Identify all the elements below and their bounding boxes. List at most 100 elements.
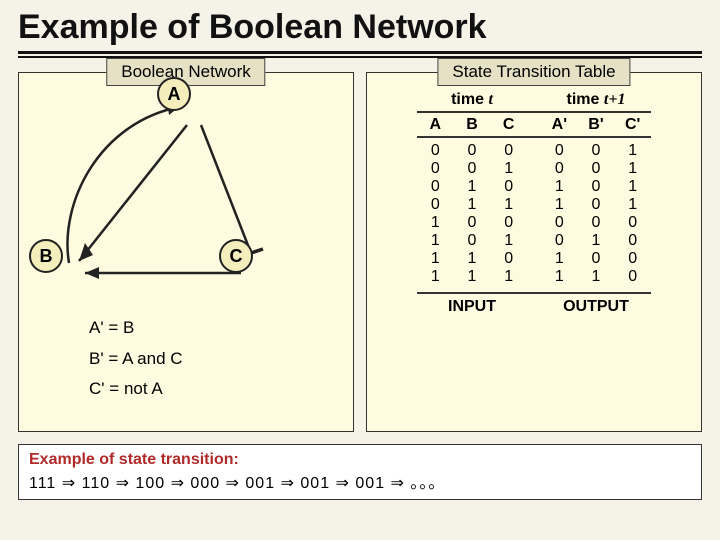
row-output-group: 001 — [541, 160, 651, 178]
table-head-row: time t time t+1 — [417, 91, 651, 113]
cell: 1 — [491, 160, 527, 178]
cell: 1 — [615, 196, 651, 214]
table-row: 011101 — [417, 196, 651, 214]
cell: 1 — [615, 160, 651, 178]
rule-1-rhs: B — [123, 318, 134, 337]
row-input-group: 001 — [417, 160, 527, 178]
cell: 1 — [417, 232, 453, 250]
cell: 1 — [578, 268, 614, 286]
table-row: 010101 — [417, 178, 651, 196]
cell: 0 — [578, 142, 614, 160]
cell: 0 — [417, 196, 453, 214]
cell: 0 — [491, 178, 527, 196]
cell: 0 — [541, 232, 577, 250]
cell: 0 — [417, 142, 453, 160]
cell: 0 — [615, 250, 651, 268]
cell: 1 — [454, 178, 490, 196]
cell: 1 — [615, 178, 651, 196]
rule-2-rhs: A and C — [122, 349, 183, 368]
cell: 0 — [491, 142, 527, 160]
row-output-group: 000 — [541, 214, 651, 232]
cell: 1 — [417, 250, 453, 268]
table-subhead-row: A B C A' B' C' — [417, 116, 651, 138]
foot-output: OUTPUT — [541, 298, 651, 316]
row-output-group: 001 — [541, 142, 651, 160]
cell: 0 — [615, 268, 651, 286]
rule-3-lhs: C' — [89, 379, 105, 398]
left-panel-wrap: Boolean Network A B — [18, 72, 354, 432]
row-input-group: 111 — [417, 268, 527, 286]
right-panel-wrap: State Transition Table time t time t+1 — [366, 72, 702, 432]
cell: 0 — [454, 160, 490, 178]
cell: 0 — [454, 232, 490, 250]
subhead-Ap: A' — [541, 116, 577, 134]
cell: 1 — [541, 250, 577, 268]
rule-3-rhs: not A — [124, 379, 163, 398]
row-output-group: 101 — [541, 178, 651, 196]
row-input-group: 100 — [417, 214, 527, 232]
subhead-C: C — [491, 116, 527, 134]
rule-1-eq: = — [108, 318, 118, 337]
row-input-group: 101 — [417, 232, 527, 250]
table-body: 0000010010010101010111011000001010101101… — [417, 142, 651, 286]
cell: 1 — [615, 142, 651, 160]
head-left-var: t — [488, 91, 492, 108]
cell: 1 — [417, 214, 453, 232]
cell: 0 — [578, 160, 614, 178]
subhead-Bp: B' — [578, 116, 614, 134]
cell: 1 — [578, 232, 614, 250]
cell: 0 — [491, 214, 527, 232]
state-table: time t time t+1 A B C — [417, 91, 651, 316]
example-footer: Example of state transition: 111 ⇒ 110 ⇒… — [18, 444, 702, 500]
node-b: B — [29, 239, 63, 273]
cell: 1 — [541, 268, 577, 286]
node-a: A — [157, 77, 191, 111]
subhead-right-group: A' B' C' — [541, 116, 651, 134]
cell: 0 — [454, 142, 490, 160]
cell: 0 — [491, 250, 527, 268]
node-c-label: C — [230, 246, 243, 267]
cell: 1 — [491, 268, 527, 286]
head-right-var: t+1 — [604, 91, 626, 108]
subhead-A: A — [417, 116, 453, 134]
title-rule-1 — [18, 51, 702, 54]
network-graph — [39, 93, 319, 293]
row-output-group: 101 — [541, 196, 651, 214]
rule-1: A' = B — [89, 313, 183, 344]
footer-sequence: 111 ⇒ 110 ⇒ 100 ⇒ 000 ⇒ 001 ⇒ 001 ⇒ 001 … — [29, 475, 445, 492]
left-panel: A B C A' = B B' = A and C — [18, 72, 354, 432]
cell: 0 — [578, 178, 614, 196]
table-row: 111110 — [417, 268, 651, 286]
cell: 0 — [541, 160, 577, 178]
row-input-group: 000 — [417, 142, 527, 160]
cell: 0 — [541, 214, 577, 232]
cell: 0 — [417, 178, 453, 196]
table-foot-row: INPUT OUTPUT — [417, 292, 651, 316]
table-row: 101010 — [417, 232, 651, 250]
update-rules: A' = B B' = A and C C' = not A — [89, 313, 183, 405]
subhead-B: B — [454, 116, 490, 134]
cell: 1 — [454, 196, 490, 214]
cell: 0 — [615, 232, 651, 250]
cell: 1 — [541, 196, 577, 214]
right-panel: time t time t+1 A B C — [366, 72, 702, 432]
cell: 1 — [491, 232, 527, 250]
rule-2-lhs: B' — [89, 349, 104, 368]
cell: 1 — [454, 250, 490, 268]
head-time-t1: time t+1 — [541, 91, 651, 111]
foot-input: INPUT — [417, 298, 527, 316]
row-output-group: 010 — [541, 232, 651, 250]
row-output-group: 110 — [541, 268, 651, 286]
node-c: C — [219, 239, 253, 273]
cell: 0 — [578, 196, 614, 214]
rule-2: B' = A and C — [89, 344, 183, 375]
head-time-t: time t — [417, 91, 527, 111]
table-row: 000001 — [417, 142, 651, 160]
footer-title: Example of state transition: — [29, 451, 239, 468]
table-row: 001001 — [417, 160, 651, 178]
node-a-label: A — [168, 84, 181, 105]
cell: 0 — [615, 214, 651, 232]
head-left-word: time — [451, 91, 484, 108]
table-row: 110100 — [417, 250, 651, 268]
row-input-group: 010 — [417, 178, 527, 196]
